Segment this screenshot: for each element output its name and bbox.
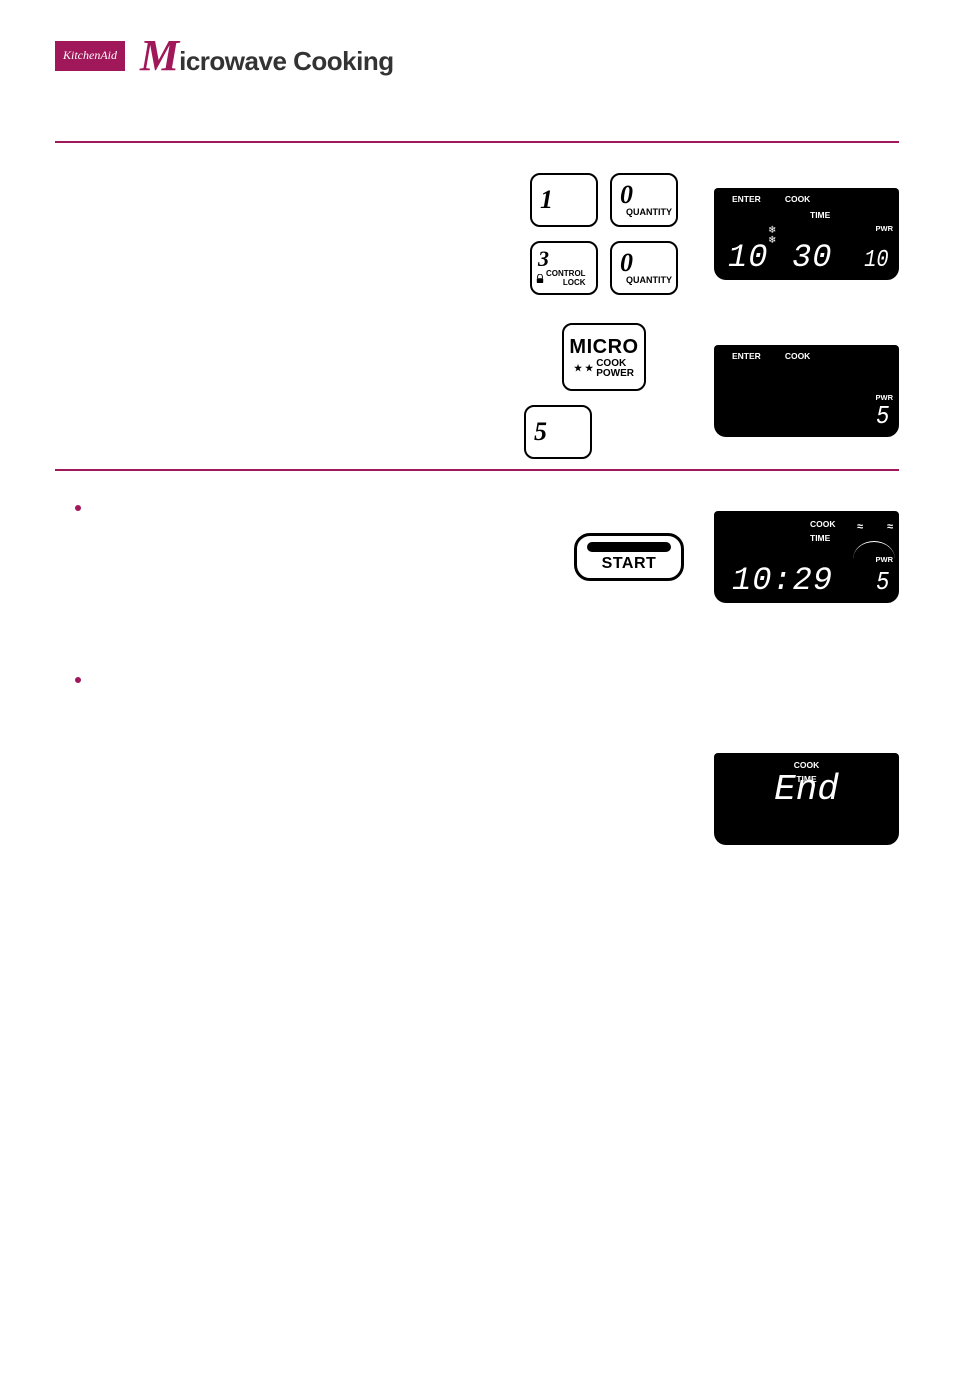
display-time-value: 10:29 (732, 562, 833, 599)
key-label: MICRO (569, 336, 638, 359)
list-item: START COOK ≈ ≈ TIME PWR 10:29 5 (75, 501, 899, 603)
start-label: START (602, 555, 657, 573)
start-button[interactable]: START (574, 533, 684, 581)
key-0-quantity-a[interactable]: 0 QUANTITY (610, 173, 678, 227)
display-label-cook: COOK (785, 194, 811, 204)
display-label-time: TIME (810, 533, 830, 543)
display-panel-3: COOK ≈ ≈ TIME PWR 10:29 5 (714, 511, 899, 603)
key-digit: 1 (534, 187, 553, 213)
display-pwr-value: 10 (864, 247, 888, 274)
star-icon: ★ (585, 363, 593, 374)
start-bar-icon (587, 542, 671, 552)
bullet-icon (75, 505, 81, 511)
key-5[interactable]: 5 (524, 405, 592, 459)
display-panel-1: ENTER COOK TIME PWR ❄❄ 10 30 10 (714, 188, 899, 280)
title-text: icrowave Cooking (179, 46, 394, 77)
display-label-cook: COOK (785, 351, 811, 361)
bullet-icon (75, 677, 81, 683)
display-time-left: 10 (728, 239, 768, 276)
wave-icon: ≈ (857, 521, 863, 533)
star-icon: ★ (574, 363, 582, 374)
display-time-right: 30 (792, 239, 832, 276)
key-sublabel: QUANTITY (626, 276, 674, 286)
key-3-control-lock[interactable]: 3 CONTROL LOCK (530, 241, 598, 295)
lock-icon (536, 274, 544, 284)
list-item (75, 673, 899, 683)
key-1[interactable]: 1 (530, 173, 598, 227)
snowflake-icon: ❄❄ (768, 226, 776, 246)
key-sublabel: LOCK (563, 279, 588, 288)
brand-logo: KitchenAid (55, 41, 125, 71)
key-sublabel: QUANTITY (626, 208, 674, 218)
display-label-time: TIME (794, 774, 820, 784)
keypad-group-2: MICRO ★ ★ COOK POWER 5 (524, 323, 684, 459)
display-panel-2: ENTER COOK PWR 5 (714, 345, 899, 437)
display-label-pwr: PWR (876, 555, 894, 564)
wave-icon: ≈ (887, 521, 893, 533)
display-label-enter: ENTER (732, 351, 761, 361)
keypad-group-1: 1 0 QUANTITY 3 CONTROL LOCK (524, 173, 684, 295)
key-0-quantity-b[interactable]: 0 QUANTITY (610, 241, 678, 295)
step-row-1: 1 0 QUANTITY 3 CONTROL LOCK (55, 173, 899, 295)
divider (55, 469, 899, 471)
display-pwr-value: 5 (877, 401, 890, 431)
display-label-cook: COOK (794, 760, 820, 770)
key-digit: 0 (614, 182, 633, 208)
key-sublabel: POWER (596, 369, 634, 379)
title-drop-cap: M (140, 30, 179, 81)
key-micro-cook-power[interactable]: MICRO ★ ★ COOK POWER (562, 323, 646, 391)
display-label-pwr: PWR (876, 224, 894, 233)
display-pwr-value: 5 (877, 567, 890, 597)
display-panel-end: COOK TIME End (714, 753, 899, 845)
display-label-time: TIME (810, 210, 830, 220)
key-digit: 5 (528, 419, 547, 445)
page-title: M icrowave Cooking (140, 30, 394, 81)
display-label-enter: ENTER (732, 194, 761, 204)
key-digit: 3 (534, 248, 549, 270)
divider (55, 141, 899, 143)
display-label-cook: COOK (810, 519, 836, 529)
key-sublabel: COOK (596, 359, 626, 369)
key-digit: 0 (614, 250, 633, 276)
bullet-list: START COOK ≈ ≈ TIME PWR 10:29 5 (55, 501, 899, 683)
page-header: KitchenAid M icrowave Cooking (55, 30, 899, 81)
step-row-2: MICRO ★ ★ COOK POWER 5 ENTER COOK PWR 5 (55, 323, 899, 459)
